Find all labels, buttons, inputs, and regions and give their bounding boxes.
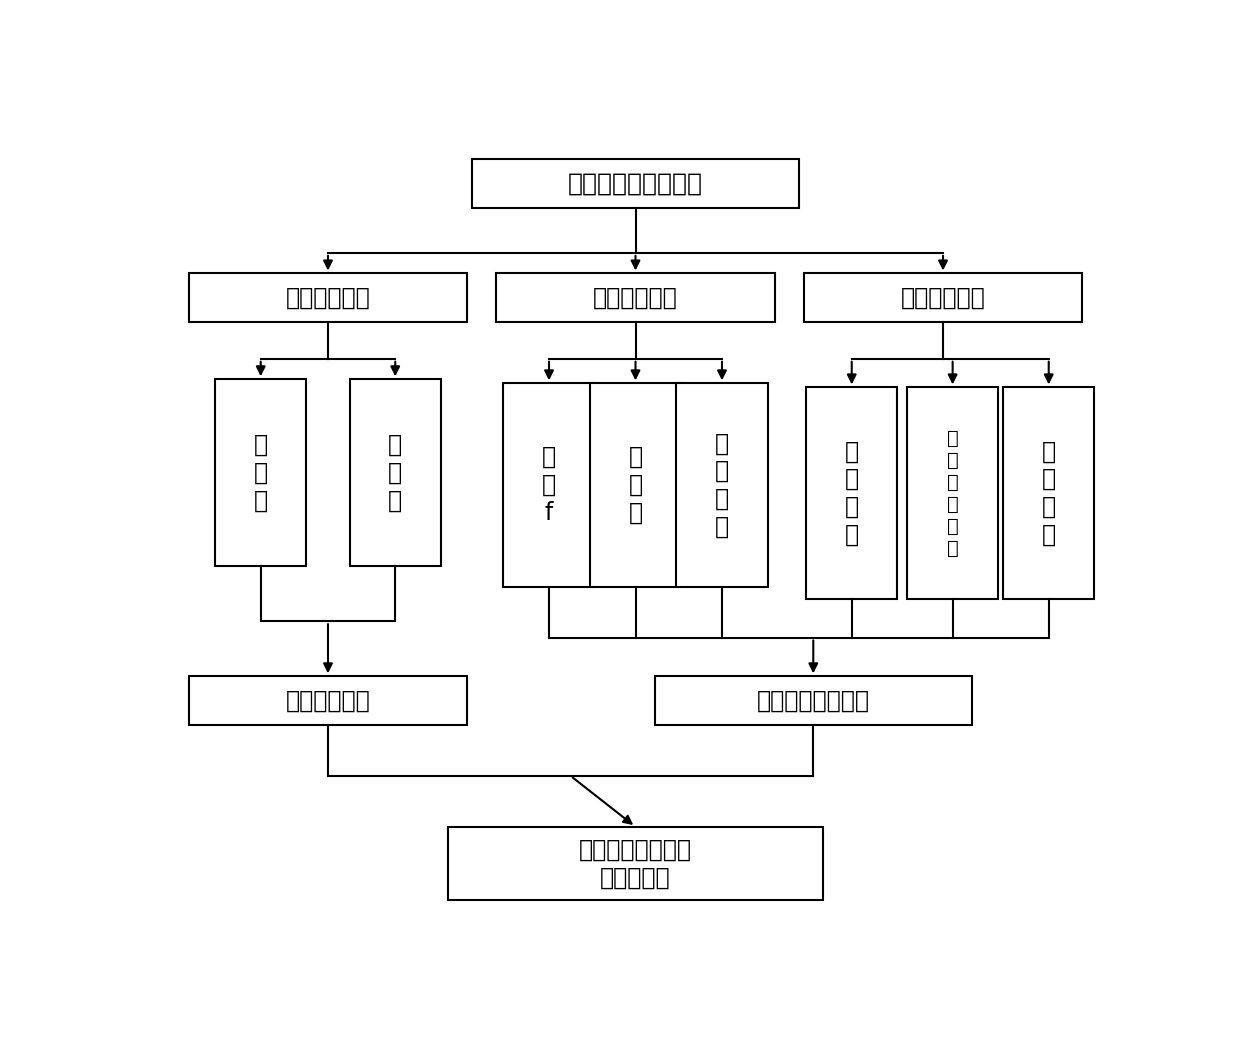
Text: 成像系统参数: 成像系统参数 bbox=[593, 285, 678, 310]
Bar bbox=[1003, 387, 1095, 599]
Bar bbox=[590, 384, 681, 587]
Bar bbox=[806, 387, 898, 599]
Bar bbox=[188, 274, 467, 322]
Text: 等
立
体
角
成
像: 等 立 体 角 成 像 bbox=[947, 428, 959, 558]
Text: 成像理论类型: 成像理论类型 bbox=[900, 285, 986, 310]
Text: 偏振成像理论模型: 偏振成像理论模型 bbox=[756, 688, 869, 712]
Text: 模型参数类型及理论: 模型参数类型及理论 bbox=[568, 172, 703, 196]
Text: 等
距
成
像: 等 距 成 像 bbox=[844, 440, 859, 546]
Text: 焦
距
f: 焦 距 f bbox=[542, 445, 556, 524]
Bar bbox=[655, 676, 972, 725]
Bar bbox=[215, 379, 306, 567]
Bar bbox=[676, 384, 768, 587]
Text: 成像理论的大气偏
振模式建模: 成像理论的大气偏 振模式建模 bbox=[579, 837, 692, 889]
Text: 天
空
光: 天 空 光 bbox=[254, 433, 268, 513]
Text: 体
视
成
像: 体 视 成 像 bbox=[1042, 440, 1055, 546]
Text: 散
射
光: 散 射 光 bbox=[388, 433, 402, 513]
Bar bbox=[804, 274, 1083, 322]
Text: 大气环境参数: 大气环境参数 bbox=[285, 285, 371, 310]
Bar bbox=[496, 274, 775, 322]
Bar bbox=[503, 384, 595, 587]
Text: 大气偏振建模: 大气偏振建模 bbox=[285, 688, 371, 712]
Bar bbox=[472, 160, 799, 208]
Bar bbox=[350, 379, 441, 567]
Text: 视
场
角: 视 场 角 bbox=[629, 445, 642, 524]
Bar bbox=[448, 827, 823, 901]
Bar bbox=[188, 676, 467, 725]
Bar bbox=[906, 387, 998, 599]
Text: 偏
振
特
性: 偏 振 特 性 bbox=[715, 431, 729, 539]
